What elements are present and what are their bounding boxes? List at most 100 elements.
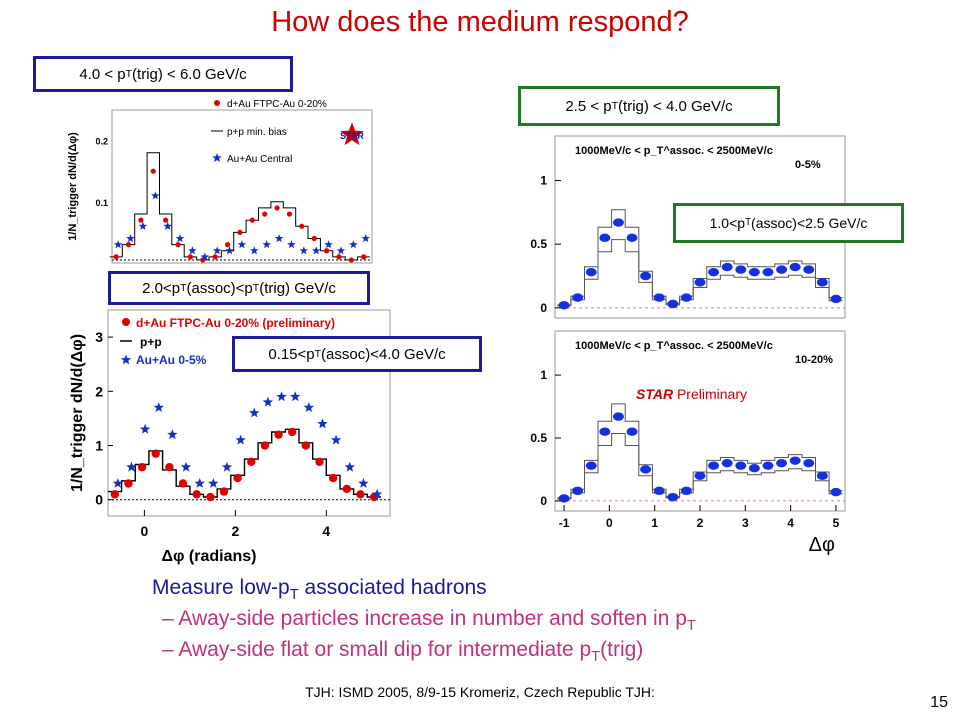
y-tick-label: 1: [540, 368, 547, 382]
auau-star: [262, 240, 271, 249]
dau-point: [224, 242, 231, 248]
star-bold: STAR: [636, 386, 674, 402]
dau-point: [336, 254, 342, 260]
bullet-text: – Away-side particles increase in number…: [162, 607, 687, 631]
label-sub: T: [180, 281, 187, 294]
auau-star: [371, 488, 383, 499]
data-point: [599, 233, 611, 243]
bullet-sub: T: [686, 618, 696, 635]
legend-label: p+p: [140, 335, 162, 349]
dau-point: [342, 484, 351, 494]
y-axis-label: 1/N_trigger dN/d(Δφ): [67, 132, 79, 241]
auau-star: [324, 240, 333, 249]
y-tick-label: 1: [95, 438, 103, 454]
data-point: [803, 458, 815, 468]
label-text: (assoc)<p: [186, 279, 253, 297]
plot-top-left: 0.1 0.2 1/N_trigger dN/d(Δφ) d+Au FTPC-Au 0…: [67, 99, 373, 264]
data-point: [626, 427, 638, 436]
data-point: [680, 293, 692, 302]
x-tick-label: -1: [559, 516, 570, 530]
data-point: [653, 293, 665, 302]
star-logo-text: STAR: [340, 131, 364, 141]
auau-star: [112, 478, 124, 488]
data-point: [612, 218, 624, 227]
data-point: [776, 265, 788, 274]
panel-annotation: 1000MeV/c < p_T^assoc. < 2500MeV/c: [575, 340, 773, 352]
dau-point: [206, 492, 215, 502]
auau-star: [336, 246, 346, 255]
data-point: [612, 412, 624, 421]
auau-star: [330, 434, 342, 445]
auau-star: [358, 478, 369, 488]
dau-point: [125, 242, 132, 248]
auau-star: [262, 396, 274, 407]
plot-bottom-right: 0 0.5 1 1000MeV/c < p_T^assoc. < 2500MeV/c 1…: [530, 330, 846, 555]
auau-star: [290, 391, 301, 402]
dau-point: [163, 217, 169, 223]
dau-point: [328, 473, 338, 483]
upper-histogram: [557, 209, 843, 306]
data-point: [735, 265, 747, 274]
label-text: (assoc)<2.5 GeV/c: [751, 215, 868, 231]
label-text: (trig) < 6.0 GeV/c: [132, 65, 247, 83]
dau-point: [262, 211, 268, 217]
assoc-high-label: 2.0<p T (assoc)<p T (trig) GeV/c: [108, 271, 370, 305]
trig-mid-label: 2.5 < p T (trig) < 4.0 GeV/c: [518, 86, 780, 126]
data-point: [816, 278, 828, 287]
label-sub: T: [611, 99, 619, 112]
bullet-item: – Away-side flat or small dip for interm…: [162, 638, 952, 665]
lower-histogram: [557, 239, 843, 307]
legend-label: d+Au FTPC-Au 0-20%: [227, 99, 327, 110]
data-point: [653, 486, 665, 496]
bullet-item: – Away-side particles increase in number…: [162, 607, 952, 634]
x-axis-label: Δφ: [809, 534, 835, 555]
dau-point: [237, 229, 243, 235]
data-point: [585, 267, 597, 277]
data-point: [694, 278, 706, 287]
legend-marker: [212, 153, 222, 162]
dau-point: [138, 217, 144, 223]
auau-star: [303, 402, 315, 412]
data-point: [789, 262, 801, 272]
panel-annotation-centrality: 10-20%: [795, 354, 833, 366]
auau-star: [235, 434, 246, 445]
auau-star: [287, 240, 296, 249]
dau-point: [288, 427, 297, 437]
dau-point: [110, 490, 120, 499]
auau-star: [208, 478, 219, 488]
y-tick-label: 0.1: [95, 198, 108, 208]
dau-point: [175, 242, 181, 248]
y-tick-label: 0.5: [530, 431, 547, 445]
data-point: [830, 294, 842, 304]
data-point: [816, 471, 828, 480]
auau-star: [200, 252, 210, 261]
legend-label: d+Au FTPC-Au 0-20% (preliminary): [136, 316, 335, 330]
label-text: 2.0<p: [142, 279, 181, 297]
auau-star: [113, 240, 123, 249]
dau-point: [274, 430, 283, 439]
label-text: (trig) < 4.0 GeV/c: [618, 97, 733, 115]
dau-point: [137, 463, 147, 472]
data-point: [680, 486, 692, 496]
data-point: [599, 427, 611, 436]
y-tick-label: 3: [95, 329, 103, 345]
label-text: 1.0<p: [709, 215, 746, 231]
panel-annotation-centrality: 0-5%: [795, 159, 821, 171]
label-sub: T: [745, 217, 752, 229]
dau-point: [361, 254, 367, 260]
label-text: 4.0 < p: [79, 65, 126, 83]
bullet-text: – Away-side flat or small dip for interm…: [162, 638, 592, 662]
star-rest: Preliminary: [673, 386, 747, 402]
x-tick-label: 4: [322, 523, 330, 539]
dau-point: [260, 441, 270, 450]
dau-point: [212, 254, 218, 260]
data-point: [572, 486, 584, 496]
auau-star: [175, 234, 185, 243]
data-point: [735, 461, 747, 470]
y-tick-label: 0.5: [530, 237, 547, 251]
data-point: [748, 267, 760, 277]
y-tick-label: 0: [540, 494, 547, 508]
auau-star: [163, 221, 172, 230]
dau-point: [165, 463, 174, 472]
auau-star: [139, 423, 151, 434]
